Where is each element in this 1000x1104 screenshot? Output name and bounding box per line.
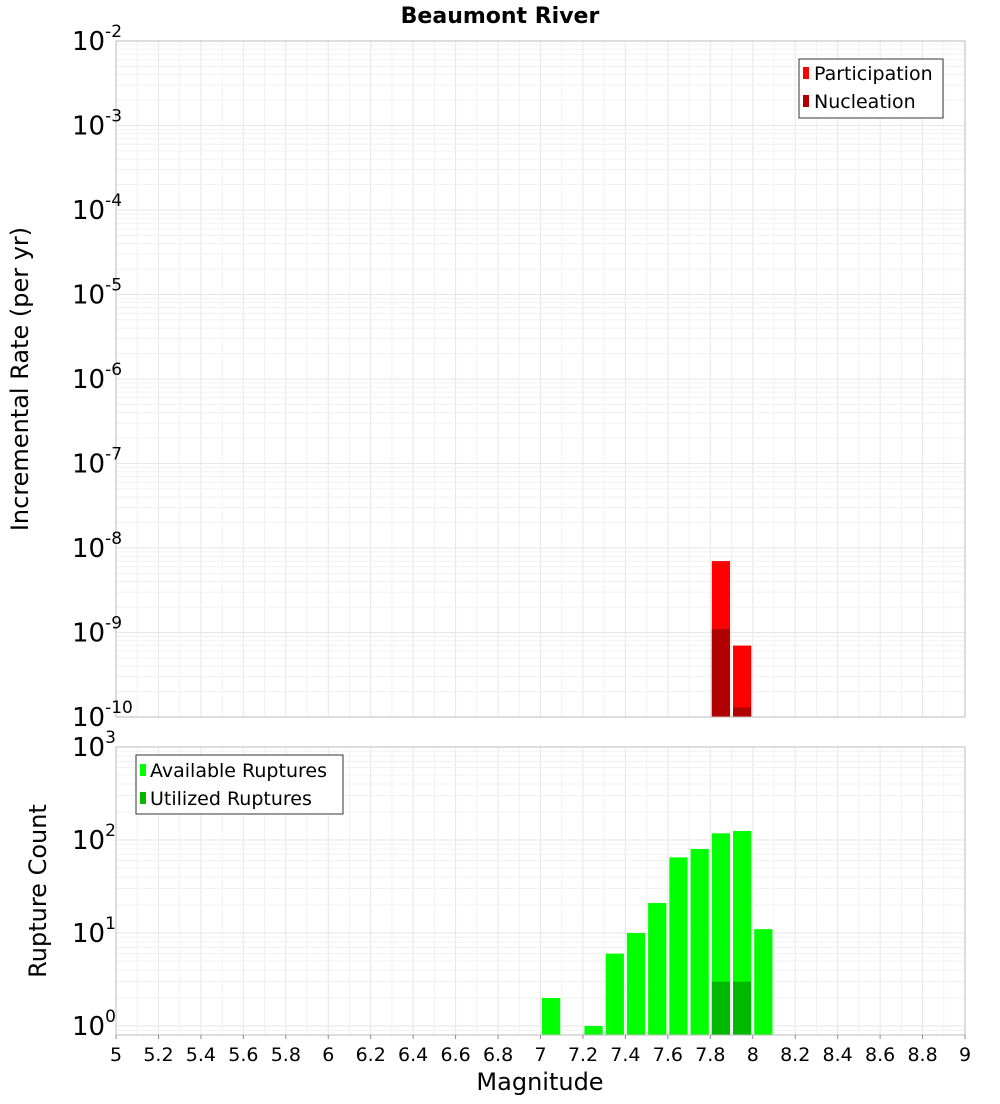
x-tick-label: 6.2 [356, 1044, 386, 1066]
rate-panel: 10-2 10-3 10-4 10-5 10-6 10-7 10-8 10-9 10-10 In… [6, 22, 966, 733]
count-y-ticks: 103 102 101 100 [72, 728, 116, 1042]
available-bar [542, 997, 561, 1035]
count-legend-box [135, 754, 344, 815]
utilized-legend-swatch [140, 792, 146, 804]
x-tick-label: 5.4 [186, 1044, 216, 1066]
x-tick-label: 5.8 [271, 1044, 301, 1066]
x-tick-label: 5 [110, 1044, 122, 1066]
x-tick-label: 6.6 [440, 1044, 470, 1066]
available-bar [669, 857, 688, 1035]
rate-plot-frame [115, 40, 966, 718]
available-bar [626, 932, 646, 1035]
x-tick-label: 7.2 [568, 1044, 598, 1066]
rate-grid [115, 40, 966, 718]
x-axis-ticks: 5 5.2 5.4 5.6 5.8 6 6.2 6.4 6.6 6.8 7 7.2 7.4 7.6 7.8 8… [110, 1035, 971, 1066]
rate-y-tick-label: 10-6 [72, 360, 122, 395]
available-legend-label: Available Ruptures [150, 760, 327, 782]
utilized-bar [733, 981, 752, 1035]
x-tick-label: 8.4 [823, 1044, 853, 1066]
x-tick-label: 5.6 [228, 1044, 258, 1066]
x-tick-label: 7.8 [695, 1044, 725, 1066]
participation-bar [733, 645, 752, 717]
rate-y-tick-label: 10-4 [72, 191, 122, 226]
x-tick-label: 6 [322, 1044, 334, 1066]
utilized-legend-label: Utilized Ruptures [150, 788, 312, 810]
count-y-axis-label: Rupture Count [24, 804, 52, 978]
rate-y-tick-label: 10-5 [72, 276, 122, 311]
count-y-tick-label: 100 [72, 1007, 116, 1042]
available-bar [690, 849, 709, 1035]
chart-title: Beaumont River [401, 4, 600, 29]
rate-y-tick-label: 10-7 [72, 445, 122, 480]
rate-y-tick-label: 10-3 [72, 107, 122, 142]
rate-legend-box [798, 58, 944, 119]
available-bar [605, 953, 624, 1035]
count-bars [542, 830, 773, 1035]
count-grid [115, 746, 966, 1036]
x-tick-label: 9 [959, 1044, 971, 1066]
rate-y-tick-label: 10-10 [72, 698, 133, 733]
x-tick-label: 8 [747, 1044, 759, 1066]
rate-y-tick-label: 10-8 [72, 529, 122, 564]
x-axis-label: Magnitude [476, 1068, 603, 1096]
available-bar [754, 929, 773, 1035]
rate-legend: Participation Nucleation [798, 58, 944, 119]
nucleation-bar [711, 629, 731, 717]
x-tick-label: 8.2 [780, 1044, 810, 1066]
available-legend-swatch [140, 764, 146, 776]
utilized-bar [711, 981, 731, 1035]
x-tick-label: 8.8 [907, 1044, 937, 1066]
rate-y-axis-label: Incremental Rate (per yr) [6, 227, 34, 531]
nucleation-legend-label: Nucleation [814, 91, 916, 113]
rate-bars [711, 561, 752, 717]
x-tick-label: 6.8 [483, 1044, 513, 1066]
participation-legend-label: Participation [814, 63, 933, 85]
count-panel: 103 102 101 100 Rupture Count Available Rup… [24, 728, 966, 1042]
rate-y-tick-label: 10-9 [72, 614, 122, 649]
available-bar [648, 903, 667, 1035]
x-tick-label: 7.4 [610, 1044, 640, 1066]
x-tick-label: 5.2 [143, 1044, 173, 1066]
count-legend: Available Ruptures Utilized Ruptures [135, 754, 344, 815]
count-y-tick-label: 102 [72, 821, 116, 856]
x-tick-label: 7.6 [653, 1044, 683, 1066]
participation-legend-swatch [803, 67, 809, 79]
rate-y-tick-label: 10-2 [72, 22, 122, 57]
x-tick-label: 8.6 [865, 1044, 895, 1066]
nucleation-bar [733, 707, 752, 717]
rate-y-ticks: 10-2 10-3 10-4 10-5 10-6 10-7 10-8 10-9 10-10 [72, 22, 133, 733]
count-y-tick-label: 101 [72, 914, 116, 949]
available-bar [584, 1025, 603, 1035]
x-tick-label: 6.4 [398, 1044, 428, 1066]
x-tick-label: 7 [534, 1044, 546, 1066]
count-y-tick-label: 103 [72, 728, 116, 763]
nucleation-legend-swatch [803, 95, 809, 107]
